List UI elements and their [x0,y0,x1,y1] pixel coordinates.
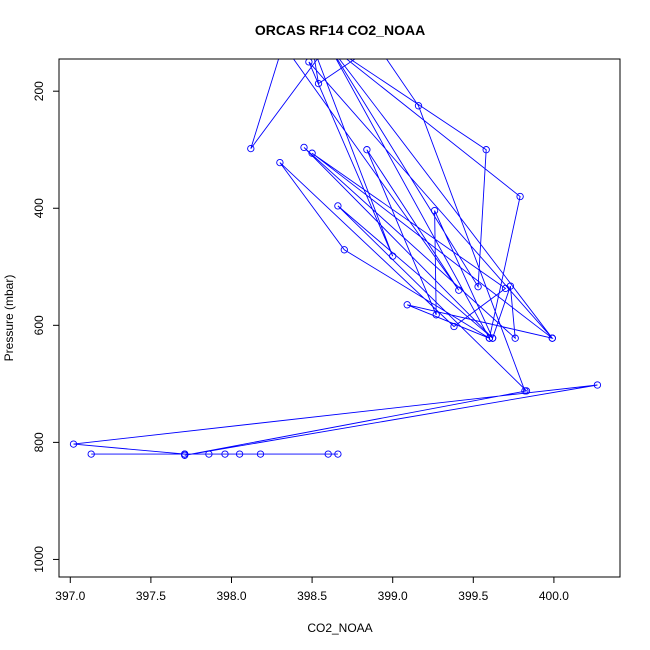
data-point [340,246,348,254]
y-axis: 200 400 600 800 1000 [32,81,59,573]
y-tick-label: 1000 [32,546,46,573]
data-point [324,450,332,458]
data-point [181,451,189,459]
data-point [221,450,229,458]
x-axis: 397.0 397.5 398.0 398.5 399.0 399.5 400.0 [55,577,569,603]
data-point [314,79,323,88]
data-point [516,192,524,201]
x-tick-label: 400.0 [539,589,569,603]
data-point [373,41,379,47]
data-point [280,41,286,47]
data-point [414,102,423,110]
x-tick-label: 399.5 [458,589,488,603]
data-point [593,381,602,389]
data-point [506,282,515,290]
x-tick-label: 398.5 [297,589,327,603]
data-point [325,41,331,47]
y-tick-label: 200 [32,81,46,101]
data-point [300,143,308,152]
x-tick-label: 397.0 [55,589,85,603]
data-point [432,311,440,319]
data-point [450,322,458,331]
data-point [501,284,510,293]
data-point [511,334,519,342]
y-tick-label: 600 [32,315,46,335]
data-point [205,450,213,458]
y-tick-label: 400 [32,198,46,218]
data-point [69,440,78,448]
y-axis-label: Pressure (mbar) [2,275,16,362]
plot-frame [58,58,621,578]
data-point [488,334,497,342]
series-line [73,59,598,456]
data-point [308,149,316,157]
data-point [521,387,529,395]
data-point [455,286,463,294]
x-tick-label: 397.5 [136,589,166,603]
data-point [485,334,494,342]
data-point [247,144,255,153]
data-point [482,146,490,154]
data-point [334,202,342,210]
data-point [474,283,482,291]
data-point [87,450,95,458]
data-point [325,41,331,47]
data-point [389,252,397,260]
data-point [548,334,556,342]
x-tick-label: 398.0 [216,589,246,603]
x-tick-label: 399.0 [378,589,408,603]
data-point [256,450,265,458]
data-point [276,158,284,167]
data-point [403,301,411,309]
data-point [363,146,371,154]
data-point [235,450,244,458]
data-point [334,450,342,458]
series-layer [69,41,602,459]
data-point [430,206,439,215]
x-axis-label: CO2_NOAA [307,621,372,635]
y-tick-label: 800 [32,432,46,452]
data-point [309,41,315,47]
data-point [305,59,313,66]
chart-title: ORCAS RF14 CO2_NOAA [255,22,425,38]
data-point [325,41,331,47]
